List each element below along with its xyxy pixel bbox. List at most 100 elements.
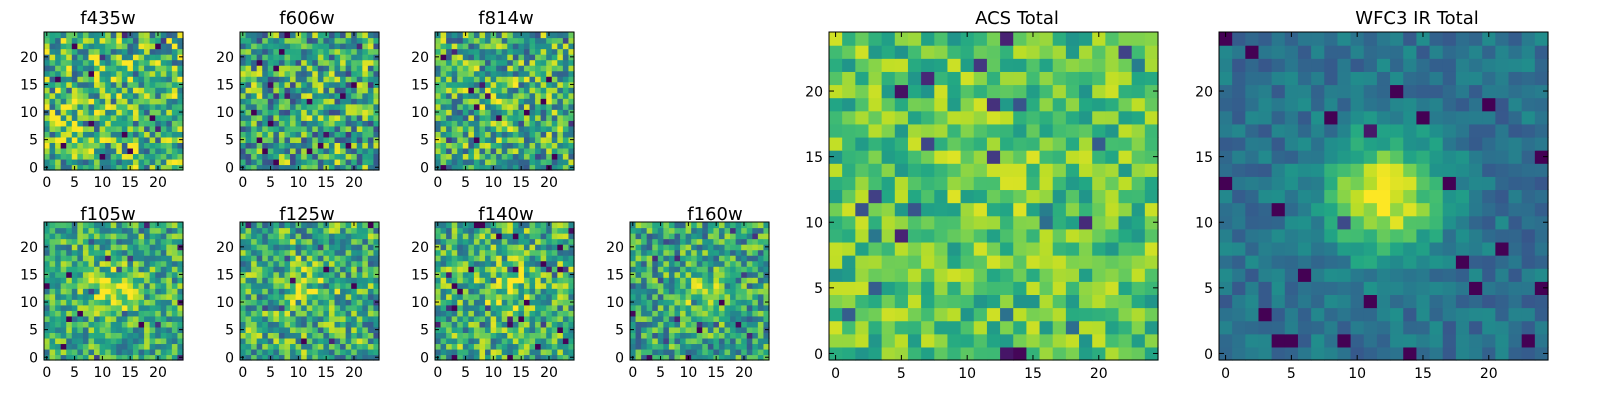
heatmap-cell (702, 337, 709, 345)
heatmap-cell (66, 227, 73, 234)
heatmap-cell (71, 227, 78, 234)
heatmap-cell (121, 222, 128, 229)
heatmap-cell (144, 293, 151, 300)
heatmap-cell (973, 163, 988, 177)
heatmap-cell (110, 120, 117, 127)
heatmap-cell (312, 304, 319, 311)
heatmap-cell (345, 260, 352, 267)
heatmap-cell (763, 343, 770, 350)
heatmap-cell (351, 310, 358, 317)
heatmap-cell (1105, 241, 1120, 256)
heatmap-cell (457, 81, 464, 88)
heatmap-cell (290, 266, 297, 273)
x-tick-label: 5 (266, 175, 275, 191)
heatmap-cell (485, 337, 492, 345)
heatmap-cell (356, 354, 363, 361)
heatmap-cell (317, 125, 324, 132)
heatmap-cell (171, 293, 179, 300)
heatmap-cell (546, 304, 553, 311)
heatmap-cell (630, 277, 637, 284)
heatmap-cell (362, 54, 369, 61)
heatmap-cell (345, 164, 352, 171)
heatmap-cell (973, 281, 988, 295)
heatmap-cell (88, 147, 95, 155)
heatmap-cell (317, 87, 324, 94)
heatmap-cell (262, 315, 269, 322)
heatmap-cell (284, 153, 291, 160)
heatmap-cell (284, 164, 291, 171)
heatmap-cell (479, 59, 486, 66)
heatmap-cell (842, 202, 856, 217)
heatmap-cell (317, 315, 324, 322)
heatmap-cell (317, 98, 324, 105)
heatmap-cell (301, 136, 308, 143)
heatmap-cell (490, 304, 497, 311)
heatmap-cell (312, 109, 319, 116)
heatmap-cell (138, 277, 145, 284)
heatmap-cell (240, 158, 247, 166)
heatmap-cell (55, 348, 62, 356)
heatmap-cell (138, 142, 145, 149)
heatmap-cell (301, 321, 308, 328)
heatmap-cell (635, 255, 642, 262)
heatmap-cell (947, 255, 962, 269)
heatmap-cell (362, 142, 369, 149)
heatmap-cell (473, 348, 481, 356)
heatmap-cell (77, 54, 84, 61)
heatmap-cell (55, 114, 62, 121)
x-tick-label: 10 (289, 365, 307, 381)
y-tick-label: 15 (411, 77, 429, 93)
heatmap-cell (718, 343, 726, 350)
heatmap-cell (518, 304, 525, 311)
heatmap-cell (501, 59, 508, 66)
heatmap-cell (496, 299, 503, 306)
heatmap-cell (568, 233, 575, 240)
heatmap-cell (986, 241, 1001, 256)
heatmap-cell (155, 266, 162, 273)
heatmap-cell (340, 255, 347, 262)
heatmap-cell (1105, 320, 1120, 335)
heatmap-cell (88, 153, 95, 160)
heatmap-cell (696, 249, 703, 256)
heatmap-cell (529, 70, 536, 77)
heatmap-cell (149, 32, 156, 39)
heatmap-cell (691, 233, 698, 240)
heatmap-cell (440, 142, 447, 149)
heatmap-cell (110, 109, 117, 116)
heatmap-cell (763, 260, 770, 267)
x-tick-label: 20 (345, 175, 363, 191)
heatmap-cell (557, 332, 564, 339)
heatmap-cell (707, 255, 714, 262)
heatmap-cell (646, 326, 653, 333)
heatmap-cell (562, 277, 570, 284)
heatmap-cell (462, 227, 469, 234)
heatmap-cell (557, 125, 564, 132)
heatmap-cell (496, 321, 503, 328)
heatmap-cell (496, 288, 503, 295)
heatmap-cell (160, 260, 167, 267)
heatmap-cell (479, 326, 486, 333)
heatmap-cell (49, 81, 56, 88)
heatmap-cell (323, 81, 330, 88)
heatmap-cell (934, 163, 949, 177)
heatmap-cell (328, 103, 336, 110)
heatmap-cell (457, 288, 464, 295)
heatmap-cell (707, 238, 714, 245)
heatmap-cell (842, 281, 856, 295)
heatmap-cell (496, 332, 503, 339)
heatmap-cell (540, 238, 547, 245)
heatmap-cell (160, 255, 167, 262)
heatmap-cell (934, 268, 949, 282)
heatmap-cell (457, 271, 464, 278)
heatmap-cell (523, 266, 531, 273)
heatmap-cell (523, 125, 531, 132)
heatmap-cell (317, 266, 324, 273)
heatmap-cell (674, 266, 681, 273)
heatmap-cell (301, 81, 308, 88)
heatmap-cell (707, 343, 714, 350)
heatmap-cell (245, 92, 252, 99)
heatmap-cell (702, 249, 709, 256)
heatmap-cell (752, 238, 759, 245)
heatmap-cell (462, 65, 469, 72)
heatmap-cell (529, 59, 536, 66)
